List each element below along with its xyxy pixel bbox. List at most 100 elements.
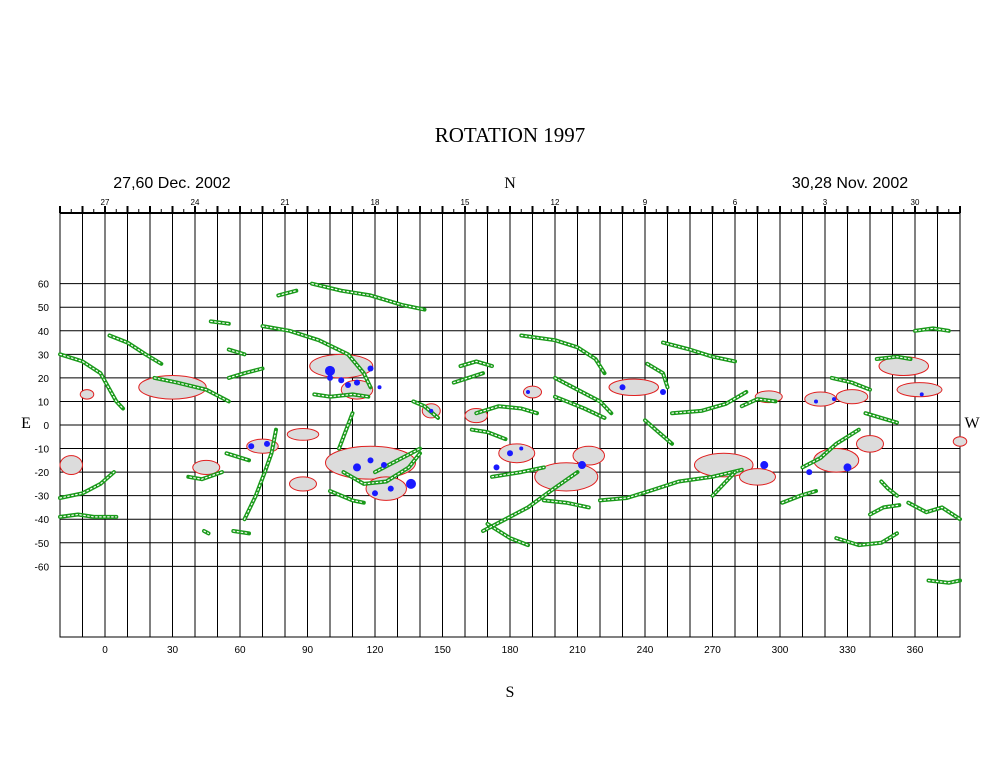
grid: [59, 212, 961, 638]
filament-bead: [59, 513, 117, 518]
sunspot: [367, 365, 374, 372]
south-label: S: [506, 684, 515, 701]
y-tick-label: -20: [35, 468, 50, 479]
x-tick-label: 300: [772, 645, 789, 656]
filament-bead: [210, 320, 230, 325]
east-label: E: [21, 415, 31, 432]
filament-bead: [482, 471, 579, 532]
day-tick-label: 12: [551, 198, 560, 207]
filament: [780, 489, 818, 505]
y-tick-label: 40: [38, 327, 50, 338]
sunspot: [919, 392, 924, 397]
sunspot: [264, 440, 270, 447]
sunspot: [578, 461, 586, 470]
sunspot: [327, 374, 333, 381]
x-tick-label: 90: [302, 645, 314, 656]
sunspot: [660, 389, 666, 396]
plage-region: [534, 462, 599, 492]
filament-bead: [453, 372, 484, 384]
date-left-label: 27,60 Dec. 2002: [113, 175, 231, 192]
filament-bead: [153, 377, 230, 402]
x-tick-label: 360: [907, 645, 924, 656]
sunspot: [345, 381, 351, 388]
filament-bead: [876, 356, 912, 360]
x-tick-label: 150: [434, 645, 451, 656]
x-tick-label: 330: [839, 645, 856, 656]
filament-bead: [261, 325, 372, 388]
filament-bead: [475, 405, 538, 414]
y-tick-label: 30: [38, 350, 50, 361]
day-tick-label: 3: [823, 198, 828, 207]
filament-bead: [187, 471, 223, 480]
x-tick-label: 240: [637, 645, 654, 656]
plage-region: [572, 445, 605, 466]
sunspot: [429, 408, 434, 413]
plage-region: [79, 389, 95, 400]
plage-region: [813, 448, 860, 473]
sunspot: [325, 365, 335, 376]
filament-bead: [520, 334, 606, 374]
filament-bead: [59, 471, 115, 499]
filament-bead: [711, 471, 736, 497]
sunspot: [338, 377, 345, 384]
day-tick-label: 15: [461, 198, 470, 207]
filament-bead: [914, 327, 950, 332]
plage-region: [59, 455, 83, 475]
x-tick-label: 210: [569, 645, 586, 656]
filament-bead: [543, 499, 590, 508]
sunspot: [248, 443, 255, 450]
sunspot: [377, 385, 382, 390]
day-tick-label: 27: [101, 198, 110, 207]
day-tick-label: 18: [371, 198, 380, 207]
plage-region: [523, 385, 542, 399]
sunspot: [354, 379, 360, 386]
filament-bead: [277, 290, 297, 296]
sunspot: [493, 464, 500, 471]
sunspot: [843, 463, 852, 472]
date-right-label: 30,28 Nov. 2002: [792, 175, 908, 192]
filament-bead: [225, 452, 250, 461]
day-tick-label: 24: [191, 198, 200, 207]
west-label: W: [964, 415, 980, 432]
filament-bead: [311, 283, 426, 311]
filament-bead: [835, 532, 898, 546]
filament-bead: [232, 530, 250, 534]
filament-bead: [108, 334, 162, 365]
filament-bead: [59, 353, 124, 410]
sunspot: [387, 485, 394, 492]
x-tick-label: 60: [234, 645, 246, 656]
filament-bead: [313, 393, 369, 398]
plage-region: [138, 375, 207, 400]
sunspot: [353, 463, 361, 472]
sunspot: [372, 490, 378, 497]
sunspot: [760, 461, 769, 470]
y-tick-label: -60: [35, 562, 50, 573]
filament-bead: [741, 398, 777, 407]
day-ticks: 27 24 21 18 15 12 9 6 3 30: [59, 198, 961, 214]
sunspot: [381, 462, 387, 469]
x-tick-label: 30: [167, 645, 179, 656]
filament-bead: [491, 466, 545, 478]
filament-bead: [554, 396, 606, 419]
x-tick-label: 0: [102, 645, 108, 656]
filament-bead: [864, 412, 898, 424]
filament-bead: [646, 363, 669, 388]
filament: [800, 427, 861, 470]
y-tick-label: -40: [35, 515, 50, 526]
plage-region: [804, 391, 837, 407]
y-tick-label: 0: [43, 421, 49, 432]
sunspot: [519, 446, 524, 451]
x-tick-label: 120: [367, 645, 384, 656]
sunspot: [832, 397, 836, 402]
filament-bead: [907, 502, 961, 520]
axis-labels: 0 30 60 90 120 150 180 210 240 270 300 330 360605040…: [35, 280, 924, 656]
plage-region: [498, 443, 536, 464]
filament: [670, 390, 749, 416]
north-label: N: [504, 175, 516, 192]
y-tick-label: -50: [35, 539, 50, 550]
filament-bead: [374, 448, 421, 473]
sunspot: [526, 390, 530, 395]
plage-region: [286, 428, 320, 441]
plage-region: [952, 436, 968, 447]
